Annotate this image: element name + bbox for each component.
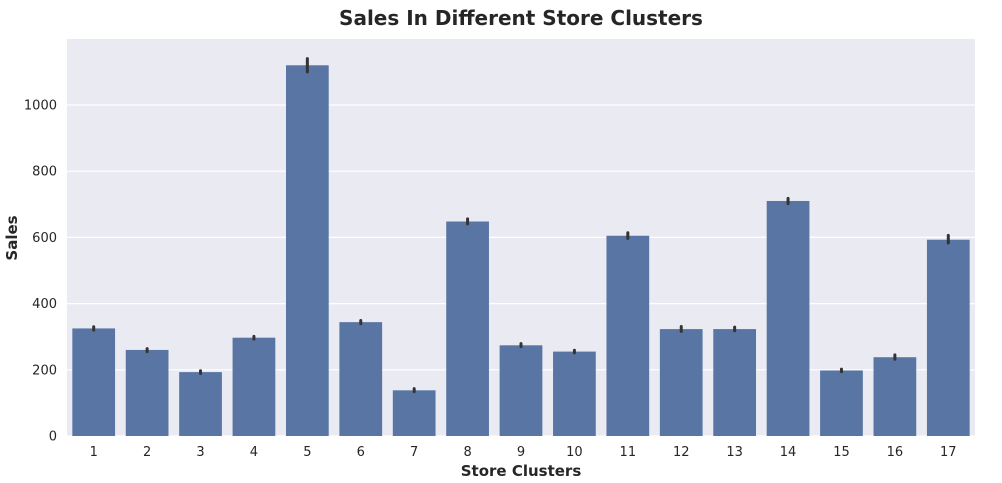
x-tick-label: 4	[250, 445, 258, 460]
bar-cluster-12	[659, 329, 703, 436]
bar-cluster-15	[820, 370, 863, 436]
bar-cluster-3	[179, 372, 222, 436]
bar-cluster-13	[713, 329, 757, 436]
x-tick-label: 13	[726, 445, 743, 460]
bars	[72, 65, 970, 436]
y-tick-label: 400	[32, 297, 57, 312]
bar-cluster-10	[553, 351, 596, 436]
bar-cluster-16	[873, 357, 917, 436]
x-tick-label: 2	[143, 445, 151, 460]
bar-cluster-8	[446, 221, 489, 436]
bar-cluster-2	[125, 349, 169, 436]
x-tick-label: 15	[833, 445, 850, 460]
y-axis-title: Sales	[3, 215, 21, 260]
bar-cluster-14	[766, 200, 810, 436]
x-tick-label: 17	[940, 445, 957, 460]
y-tick-label: 0	[49, 430, 57, 445]
x-tick-label: 5	[303, 445, 311, 460]
x-tick-label: 8	[463, 445, 471, 460]
x-axis-ticks: 1 2 3 4 5 6 7 8 9 10 11 12 13 14 15 16 17	[90, 445, 957, 460]
y-tick-label: 1000	[24, 99, 57, 114]
x-tick-label: 1	[90, 445, 98, 460]
x-tick-label: 9	[517, 445, 525, 460]
x-tick-label: 10	[566, 445, 583, 460]
y-axis-ticks: 0 200 400 600 800 1000	[24, 99, 57, 445]
bar-cluster-11	[606, 235, 650, 436]
y-tick-label: 600	[32, 231, 57, 246]
bar-cluster-6	[339, 322, 383, 436]
x-tick-label: 12	[673, 445, 690, 460]
bar-cluster-5	[285, 65, 329, 436]
x-tick-label: 6	[357, 445, 365, 460]
bar-cluster-7	[392, 390, 436, 436]
bar-cluster-9	[499, 345, 543, 436]
x-axis-title: Store Clusters	[461, 462, 582, 480]
x-tick-label: 14	[780, 445, 797, 460]
x-tick-label: 3	[196, 445, 204, 460]
bar-cluster-4	[232, 337, 276, 436]
y-tick-label: 200	[32, 363, 57, 378]
x-tick-label: 16	[887, 445, 904, 460]
x-tick-label: 7	[410, 445, 418, 460]
chart-title: Sales In Different Store Clusters	[339, 6, 703, 30]
bar-cluster-17	[926, 239, 970, 436]
bar-cluster-1	[72, 328, 116, 436]
x-tick-label: 11	[620, 445, 637, 460]
error-bars	[92, 57, 950, 394]
y-tick-label: 800	[32, 165, 57, 180]
